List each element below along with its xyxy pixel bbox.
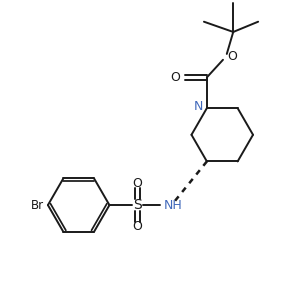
Text: O: O xyxy=(227,50,237,63)
Text: O: O xyxy=(171,71,181,84)
Text: NH: NH xyxy=(163,199,182,212)
Text: S: S xyxy=(133,198,142,212)
Text: O: O xyxy=(132,177,142,190)
Text: O: O xyxy=(132,220,142,233)
Text: Br: Br xyxy=(31,199,44,212)
Text: N: N xyxy=(194,100,203,113)
